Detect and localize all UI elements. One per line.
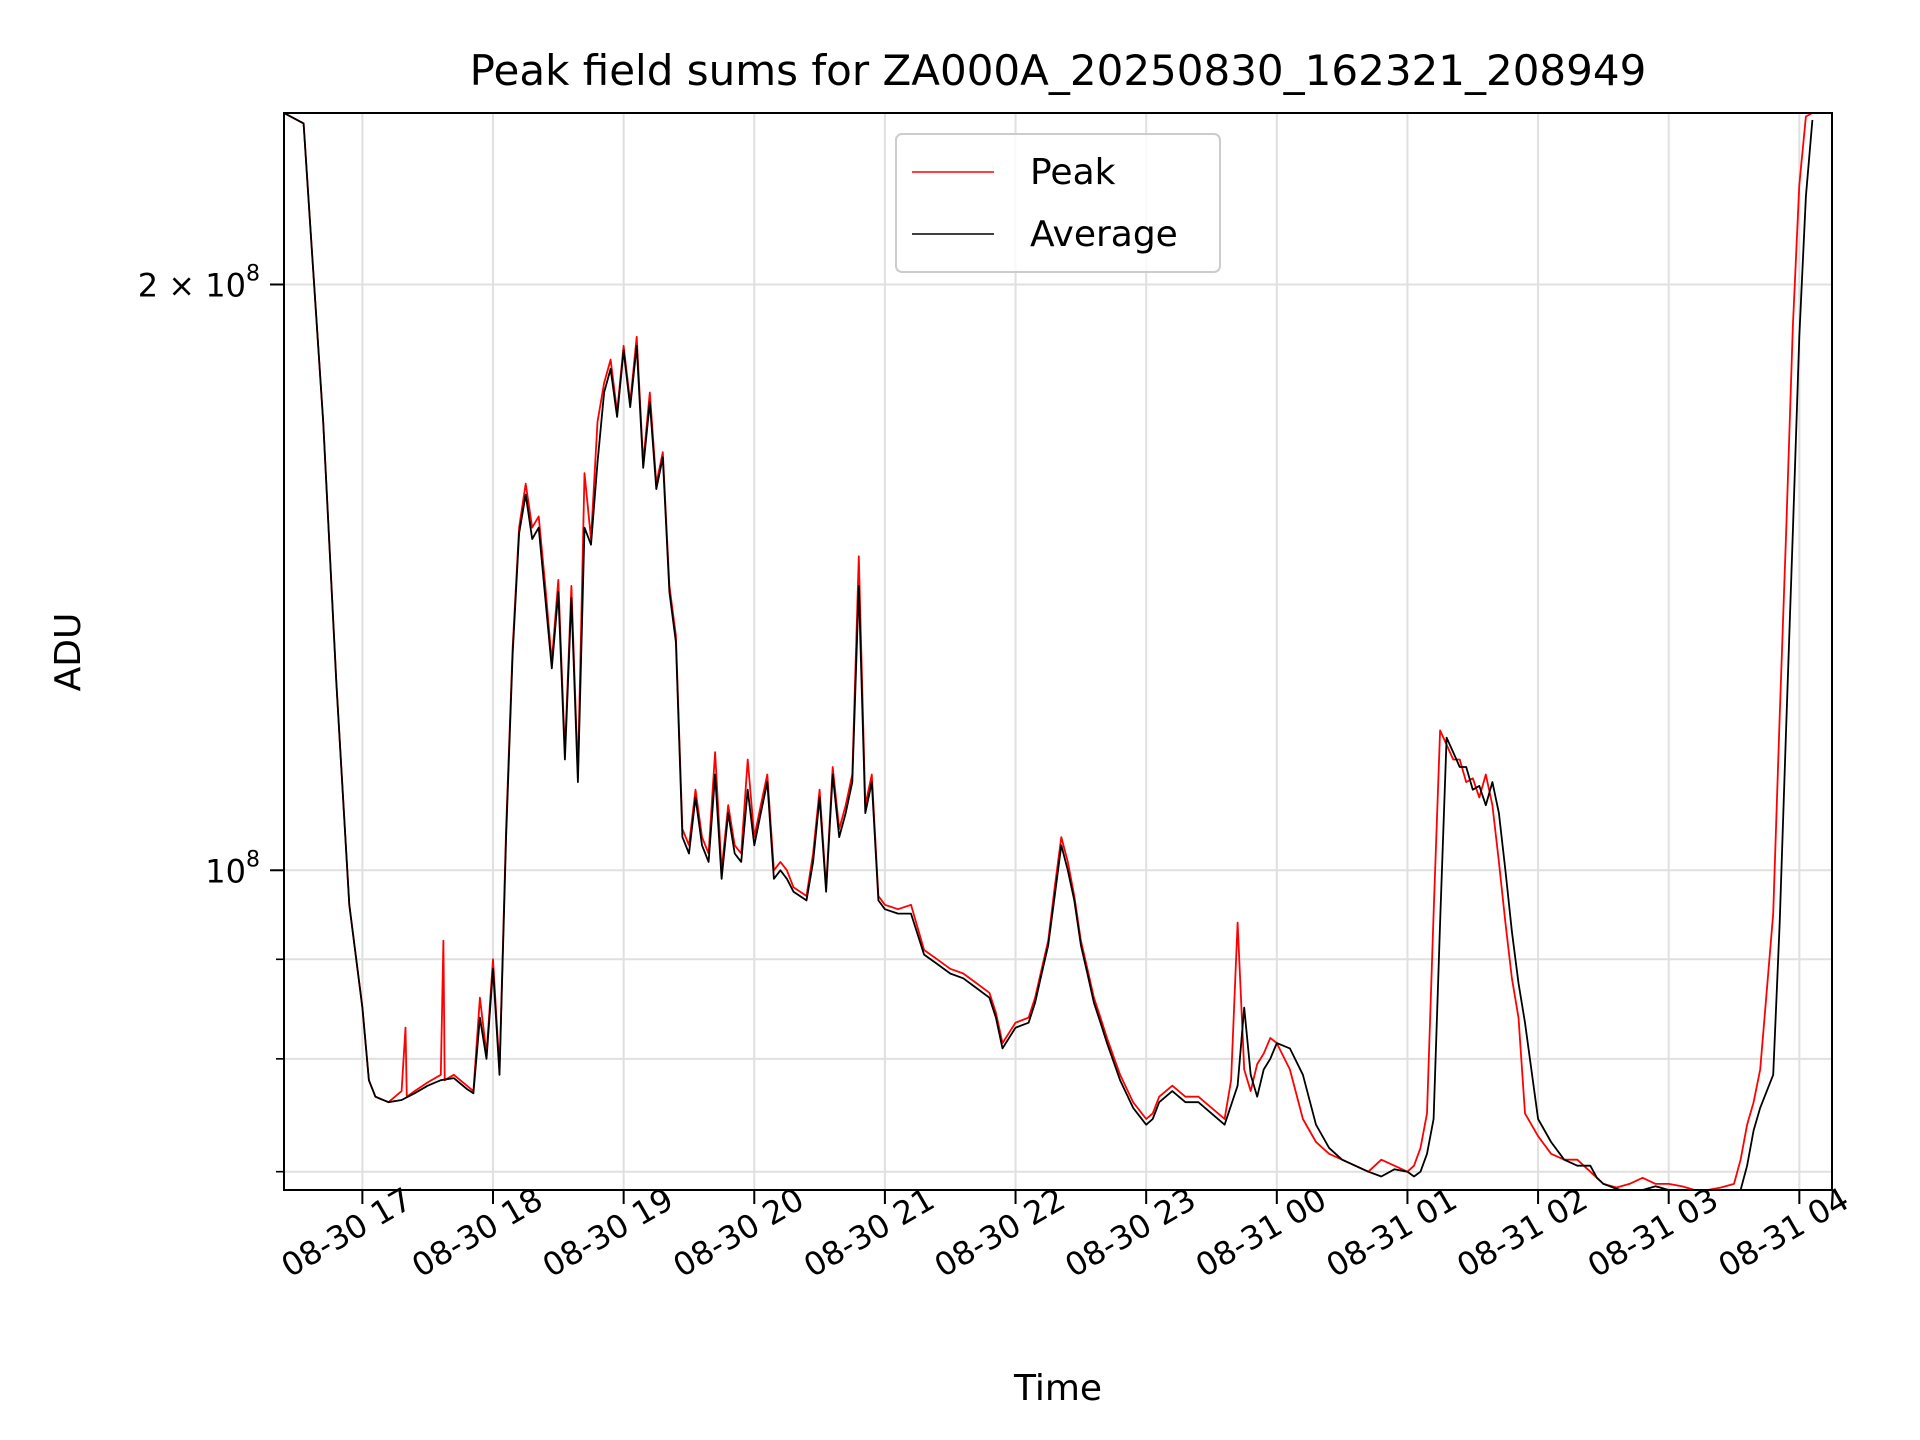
series-line-peak [284, 113, 1813, 1190]
legend: Peak Average [895, 133, 1221, 273]
grid [284, 113, 1832, 1190]
legend-box [895, 133, 1221, 273]
y-tick-label: 108 [205, 847, 260, 890]
plot-frame [283, 112, 1833, 1191]
legend-label-peak: Peak [1030, 152, 1116, 193]
chart-title: Peak field sums for ZA000A_20250830_1623… [470, 46, 1647, 95]
x-axis-label: Time [1013, 1368, 1102, 1409]
legend-label-average: Average [1030, 214, 1178, 255]
series-layer [284, 113, 1814, 1190]
series-line-average [284, 113, 1814, 1190]
y-axis: 108 2 × 108 [138, 262, 284, 1173]
plot-area [284, 113, 1814, 1190]
y-tick-label: 2 × 108 [138, 262, 260, 305]
y-axis-label: ADU [48, 613, 89, 692]
